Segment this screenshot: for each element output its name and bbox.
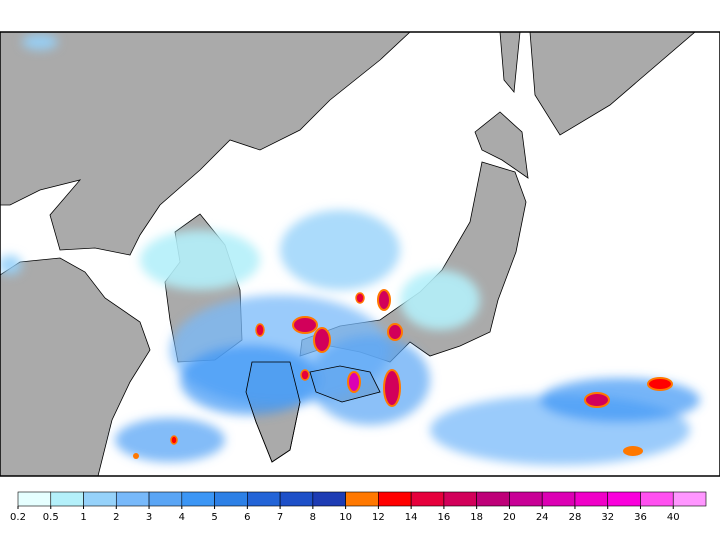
colorbar-bin [574,491,609,507]
colorbar-label: 20 [503,512,516,523]
colorbar-bin [509,491,543,507]
colorbar-bin [17,491,52,507]
colorbar: 0.2 0.5 1 2 3 4 5 6 7 8 10 12 14 16 18 20 24 28 32 36 40 [10,491,707,523]
heavy-precipitation [133,289,673,459]
colorbar-bin [148,491,183,507]
colorbar-bin [312,491,346,507]
colorbar-bin [640,491,674,507]
colorbar-bin [279,491,314,507]
colorbar-label: 36 [634,512,647,523]
colorbar-label: 6 [244,512,250,523]
colorbar-label: 0.2 [10,512,26,523]
colorbar-label: 14 [405,512,418,523]
precipitation [0,34,700,465]
colorbar-label: 3 [146,512,152,523]
colorbar-bin [181,491,215,507]
colorbar-label: 40 [667,512,680,523]
colorbar-bin [115,491,150,507]
colorbar-bin [247,491,281,507]
colorbar-label: 10 [339,512,352,523]
map-frame [0,31,720,477]
colorbar-bin [378,491,412,507]
colorbar-bin [672,491,707,507]
colorbar-label: 1 [80,512,86,523]
colorbar-bin [476,491,510,507]
colorbar-label: 0.5 [43,512,59,523]
colorbar-label: 8 [310,512,316,523]
colorbar-label: 16 [438,512,451,523]
colorbar-label: 32 [601,512,614,523]
colorbar-bin [607,491,641,507]
map-area [0,32,720,476]
colorbar-label: 5 [211,512,217,523]
colorbar-label: 28 [569,512,582,523]
colorbar-bin [443,491,477,507]
colorbar-bin [410,491,445,507]
colorbar-label: 2 [113,512,119,523]
colorbar-label: 18 [470,512,483,523]
colorbar-bin [541,491,576,507]
colorbar-bin [83,491,117,507]
colorbar-label: 4 [179,512,185,523]
colorbar-label: 24 [536,512,549,523]
colorbar-bin [345,491,379,507]
colorbar-bin [214,491,248,507]
colorbar-bin [50,491,84,507]
colorbar-label: 7 [277,512,283,523]
colorbar-label: 12 [372,512,385,523]
